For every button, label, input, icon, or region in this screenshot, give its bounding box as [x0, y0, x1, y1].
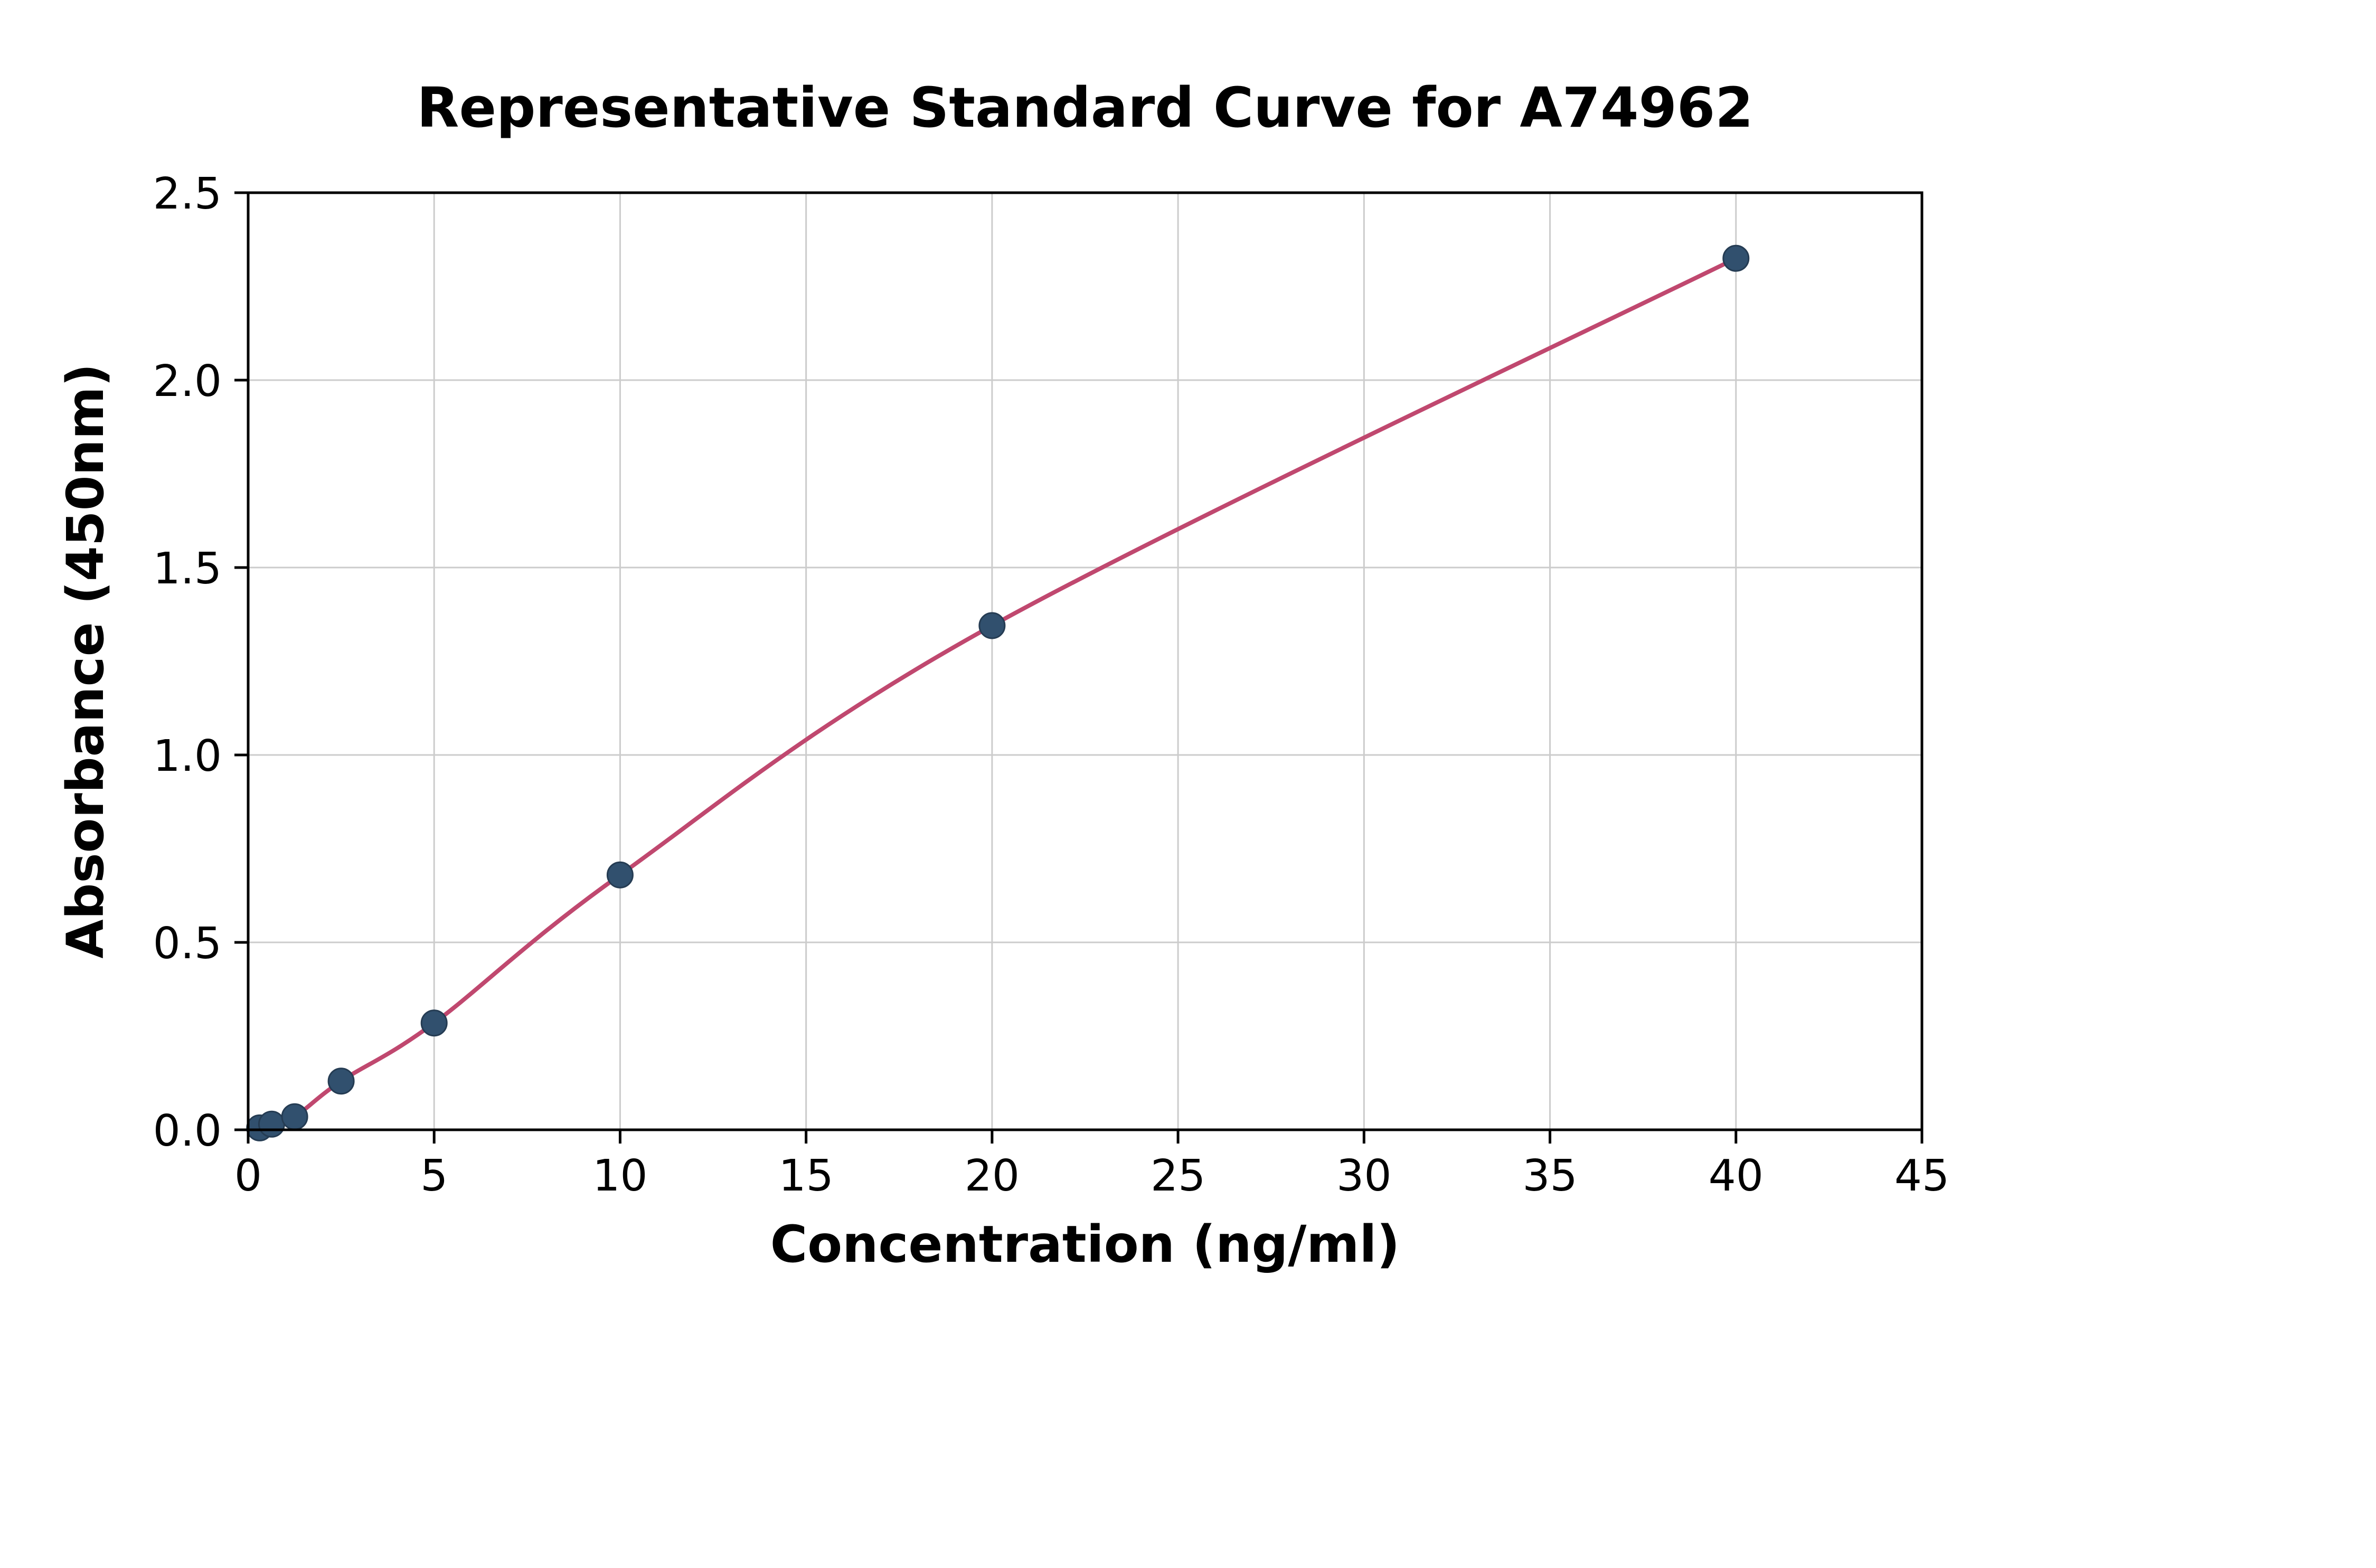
gridlines	[248, 193, 1922, 1130]
axes-box	[247, 191, 1924, 1131]
y-tick-label: 2.0	[153, 356, 222, 407]
data-point	[281, 1103, 308, 1130]
x-tick-label: 15	[778, 1151, 833, 1201]
y-tick-label: 2.5	[153, 169, 222, 219]
x-axis-label: Concentration (ng/ml)	[770, 1215, 1400, 1274]
y-tick-label: 0.5	[153, 919, 222, 969]
data-point	[606, 861, 634, 889]
chart-title: Representative Standard Curve for A74962	[417, 75, 1753, 140]
fit-curve-layer	[257, 256, 1738, 1130]
x-tick-label: 40	[1709, 1151, 1764, 1201]
data-point	[978, 612, 1006, 639]
data-point	[420, 1009, 448, 1037]
x-tick-label: 0	[234, 1151, 262, 1201]
fit-curve	[257, 256, 1738, 1130]
x-tick-label: 45	[1894, 1151, 1949, 1201]
data-point	[1722, 244, 1750, 272]
y-tick-label: 1.5	[153, 544, 222, 594]
x-tick-label: 35	[1522, 1151, 1577, 1201]
tick-labels: 0 5 10 15 20 25 30 35 40 45 0.0 0.5 1.0 1.5 2.0 2.5	[153, 169, 1950, 1201]
x-tick-label: 10	[592, 1151, 647, 1201]
plot-border	[247, 191, 1924, 1131]
x-tick-label: 30	[1336, 1151, 1391, 1201]
data-point	[258, 1110, 285, 1138]
y-tick-label: 0.0	[153, 1106, 222, 1156]
x-tick-label: 20	[965, 1151, 1020, 1201]
y-axis-label: Absorbance (450nm)	[56, 363, 115, 958]
axis-ticks	[234, 191, 1924, 1144]
data-point	[327, 1068, 355, 1095]
x-tick-label: 5	[420, 1151, 448, 1201]
y-tick-label: 1.0	[153, 731, 222, 781]
x-tick-label: 25	[1151, 1151, 1205, 1201]
